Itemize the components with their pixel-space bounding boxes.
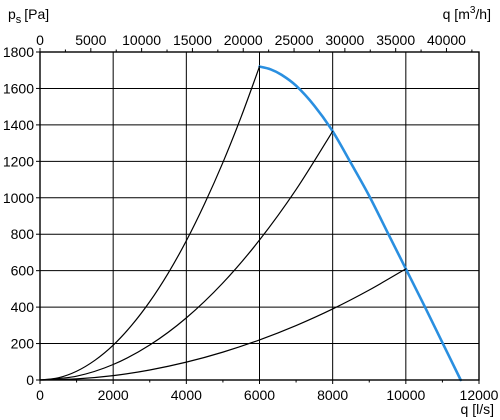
tick-marks xyxy=(36,48,480,384)
system-curve-line xyxy=(39,65,261,381)
top-axis-label: q [m3/h] xyxy=(443,5,491,22)
tick-label-x-top: 35000 xyxy=(376,32,415,48)
tick-label-y: 1400 xyxy=(3,117,34,133)
tick-label-x-top: 40000 xyxy=(427,32,466,48)
tick-label-y: 1200 xyxy=(3,153,34,169)
tick-label-x-bottom: 2000 xyxy=(98,387,129,403)
tick-label-y: 0 xyxy=(26,372,34,388)
tick-label-x-bottom: 6000 xyxy=(244,387,275,403)
y-axis-label-sub: s xyxy=(16,14,22,26)
tick-label-x-top: 10000 xyxy=(122,32,161,48)
tick-label-x-top: 20000 xyxy=(224,32,263,48)
top-axis-label-main: q [m xyxy=(443,6,470,22)
tick-label-y: 1000 xyxy=(3,190,34,206)
tick-label-y: 200 xyxy=(11,336,35,352)
top-axis-label-sup: 3 xyxy=(470,5,476,16)
series-lines xyxy=(39,65,463,382)
tick-label-x-bottom: 10000 xyxy=(386,387,425,403)
tick-label-x-top: 25000 xyxy=(275,32,314,48)
tick-labels: 0 2000 4000 6000 8000 10000 120000200400600800… xyxy=(3,32,499,403)
y-axis-label: ps [Pa] xyxy=(8,6,49,26)
grid-lines xyxy=(40,52,479,380)
tick-label-y: 1600 xyxy=(3,80,34,96)
tick-label-x-bottom: 12000 xyxy=(460,387,499,403)
tick-label-x-bottom: 8000 xyxy=(317,387,348,403)
fan-curve-line xyxy=(258,65,463,382)
system-curve-line xyxy=(39,130,334,381)
y-axis-label-main: p xyxy=(8,6,16,22)
bottom-axis-label: q [l/s] xyxy=(461,401,494,417)
tick-label-y: 1800 xyxy=(3,44,34,60)
tick-label-x-top: 30000 xyxy=(325,32,364,48)
top-axis-label-unit: /h] xyxy=(475,6,491,22)
tick-label-x-bottom: 0 xyxy=(36,387,44,403)
tick-label-y: 400 xyxy=(11,299,35,315)
tick-label-y: 800 xyxy=(11,226,35,242)
tick-label-x-top: 15000 xyxy=(173,32,212,48)
tick-label-x-top: 5000 xyxy=(75,32,106,48)
tick-label-x-top: 0 xyxy=(36,32,44,48)
tick-label-x-bottom: 4000 xyxy=(171,387,202,403)
y-axis-label-unit: [Pa] xyxy=(24,6,49,22)
tick-label-y: 600 xyxy=(11,263,35,279)
system-curve-line xyxy=(39,268,407,381)
